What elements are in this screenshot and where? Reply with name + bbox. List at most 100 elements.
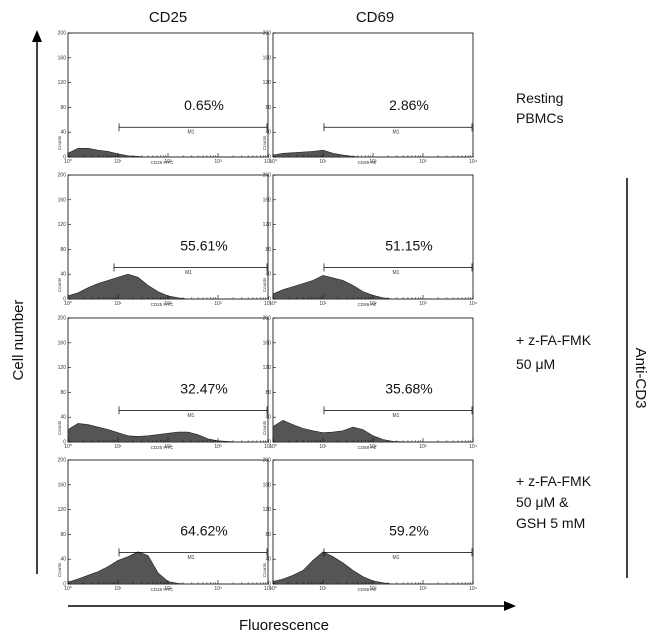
panel-frame <box>272 459 474 585</box>
histogram-area <box>67 551 268 585</box>
histogram-area <box>67 273 268 300</box>
y-tick-label: 80 <box>60 532 66 538</box>
y-tick-label: 40 <box>265 557 271 563</box>
x-tick-label: 10⁴ <box>469 301 477 307</box>
y-tick-label: 0 <box>63 155 66 161</box>
percent-label: 2.86% <box>389 97 429 113</box>
column-title-cd25: CD25 <box>149 9 187 26</box>
x-tick-label: 10⁰ <box>269 444 277 450</box>
x-tick-label: 10⁴ <box>264 301 272 307</box>
x-tick-label: 10³ <box>419 301 427 307</box>
x-axis-label: CD25 FITC <box>151 160 175 165</box>
panel-frame <box>67 459 269 585</box>
row-label-line: + z-FA-FMK <box>516 332 592 348</box>
y-tick-label: 80 <box>265 105 271 111</box>
y-tick-label: 40 <box>60 130 66 136</box>
percent-label: 64.62% <box>180 522 227 538</box>
panel-frame <box>272 32 474 158</box>
x-tick-label: 10¹ <box>319 159 327 165</box>
histogram-panels: 0 40 80 120 160 200 Counts 10⁰ 10¹ 10² 10³ 10⁴ CD25 … <box>57 31 477 593</box>
row-label-line: + z-FA-FMK <box>516 473 592 489</box>
y-axis-label: Counts <box>57 135 62 150</box>
y-tick-label: 120 <box>58 365 67 371</box>
x-tick-label: 10³ <box>214 301 222 307</box>
row-label-line: GSH 5 mM <box>516 515 585 531</box>
y-tick-label: 0 <box>268 440 271 446</box>
x-tick-label: 10⁰ <box>64 586 72 592</box>
x-tick-label: 10¹ <box>114 586 122 592</box>
y-tick-label: 200 <box>58 316 67 322</box>
x-axis-arrow <box>68 601 516 611</box>
x-tick-label: 10¹ <box>319 301 327 307</box>
panel-frame <box>67 174 269 300</box>
y-tick-label: 160 <box>263 482 272 488</box>
x-tick-label: 10⁰ <box>64 159 72 165</box>
x-tick-label: 10¹ <box>319 586 327 592</box>
gate-label: M1 <box>185 270 192 276</box>
x-tick-label: 10⁴ <box>264 444 272 450</box>
x-tick-label: 10⁴ <box>264 159 272 165</box>
percent-label: 59.2% <box>389 522 429 538</box>
panel-frame <box>67 317 269 443</box>
x-tick-label: 10⁴ <box>469 586 477 592</box>
x-tick-label: 10² <box>369 159 377 165</box>
histogram-panel-1-1: 0 40 80 120 160 200 Counts 10⁰ 10¹ 10² 10³ 10⁴ CD69 … <box>262 173 477 308</box>
row-label-line: Resting <box>516 90 563 106</box>
y-tick-label: 80 <box>60 105 66 111</box>
y-tick-label: 0 <box>63 297 66 303</box>
x-axis-title: Fluorescence <box>239 617 329 634</box>
y-tick-label: 120 <box>58 80 67 86</box>
x-tick-label: 10² <box>369 586 377 592</box>
row-label-zfa: + z-FA-FMK 50 μM <box>516 332 592 372</box>
y-tick-label: 160 <box>58 197 67 203</box>
gate-label: M1 <box>188 130 195 136</box>
y-tick-label: 40 <box>60 557 66 563</box>
gate-label: M1 <box>393 130 400 136</box>
row-label-line: PBMCs <box>516 110 563 126</box>
x-axis-label: CD25 FITC <box>151 445 175 450</box>
y-tick-label: 120 <box>263 365 272 371</box>
y-axis-label: Counts <box>57 420 62 435</box>
panel-frame <box>67 32 269 158</box>
x-axis-label: CD25 FITC <box>151 587 175 592</box>
y-axis-label: Counts <box>262 135 267 150</box>
y-tick-label: 120 <box>263 222 272 228</box>
x-axis-label: CD69 PE <box>358 445 377 450</box>
y-tick-label: 120 <box>263 507 272 513</box>
x-axis-label: CD25 FITC <box>151 302 175 307</box>
x-tick-label: 10³ <box>214 159 222 165</box>
x-tick-label: 10² <box>164 444 172 450</box>
percent-label: 55.61% <box>180 237 227 253</box>
histogram-panel-3-0: 0 40 80 120 160 200 Counts 10⁰ 10¹ 10² 10³ 10⁴ CD25 … <box>57 458 272 593</box>
histogram-area <box>67 423 268 443</box>
gate-label: M1 <box>393 270 400 276</box>
x-tick-label: 10² <box>369 301 377 307</box>
y-tick-label: 80 <box>60 390 66 396</box>
y-tick-label: 80 <box>60 247 66 253</box>
x-tick-label: 10⁴ <box>469 444 477 450</box>
y-axis-arrow <box>32 30 42 574</box>
y-tick-label: 200 <box>58 31 67 37</box>
x-tick-label: 10² <box>164 301 172 307</box>
anti-cd3-label: Anti-CD3 <box>632 348 649 409</box>
histogram-panel-0-1: 0 40 80 120 160 200 Counts 10⁰ 10¹ 10² 10³ 10⁴ CD69 … <box>262 31 477 166</box>
percent-label: 0.65% <box>184 97 224 113</box>
x-tick-label: 10³ <box>419 586 427 592</box>
x-tick-label: 10⁰ <box>64 301 72 307</box>
y-tick-label: 200 <box>263 31 272 37</box>
x-tick-label: 10⁴ <box>469 159 477 165</box>
y-tick-label: 0 <box>268 297 271 303</box>
row-label-line: 50 μM & <box>516 494 569 510</box>
column-title-cd69: CD69 <box>356 9 394 26</box>
y-tick-label: 160 <box>263 55 272 61</box>
x-tick-label: 10¹ <box>114 301 122 307</box>
x-tick-label: 10⁰ <box>269 586 277 592</box>
y-tick-label: 160 <box>58 482 67 488</box>
x-tick-label: 10³ <box>214 586 222 592</box>
histogram-panel-1-0: 0 40 80 120 160 200 Counts 10⁰ 10¹ 10² 10³ 10⁴ CD25 … <box>57 173 272 308</box>
y-tick-label: 200 <box>58 458 67 464</box>
y-tick-label: 200 <box>58 173 67 179</box>
row-label-zfa-gsh: + z-FA-FMK 50 μM & GSH 5 mM <box>516 473 592 531</box>
panel-frame <box>272 317 474 443</box>
y-tick-label: 200 <box>263 173 272 179</box>
